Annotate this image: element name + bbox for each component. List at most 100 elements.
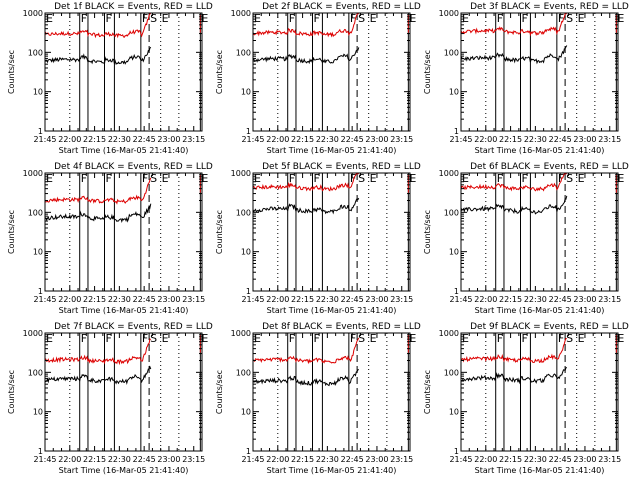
- y-axis-label: Counts/sec: [7, 370, 16, 414]
- interval-marker-label: F: [350, 172, 356, 185]
- interval-marker-label: F: [521, 12, 527, 25]
- x-tick-label: 22:00: [58, 455, 81, 464]
- interval-marker-label: F: [313, 12, 319, 25]
- interval-marker-label: F: [105, 12, 111, 25]
- interval-marker-label: E: [617, 172, 624, 185]
- interval-marker-label: F: [142, 332, 148, 345]
- series-lld-line: [44, 13, 151, 39]
- x-tick-label: 21:45: [241, 455, 264, 464]
- y-axis-label: Counts/sec: [423, 370, 432, 414]
- x-tick-label: 22:30: [316, 295, 339, 304]
- y-tick-label: 10: [241, 88, 251, 97]
- interval-marker-label: F: [497, 332, 503, 345]
- x-tick-label: 23:00: [157, 295, 180, 304]
- x-tick-label: 22:30: [524, 295, 547, 304]
- x-tick-label: 22:15: [499, 295, 522, 304]
- plot-frame: [460, 172, 619, 292]
- x-tick-label: 22:00: [58, 295, 81, 304]
- x-tick-label: 21:45: [33, 295, 56, 304]
- y-tick-label: 100: [28, 368, 43, 377]
- y-tick-label: 10: [33, 408, 43, 417]
- x-tick-label: 22:15: [291, 455, 314, 464]
- y-tick-label: 1: [38, 287, 43, 296]
- interval-marker-label: E: [201, 172, 208, 185]
- interval-marker-label: F: [289, 172, 295, 185]
- series-events-line: [460, 45, 568, 65]
- y-tick-label: 1: [38, 127, 43, 136]
- y-tick-label: 1000: [231, 9, 251, 18]
- y-tick-label: 1000: [231, 169, 251, 178]
- plot-frame: [252, 172, 411, 292]
- x-tick-label: 21:45: [33, 135, 56, 144]
- chart-title: Det 2f BLACK = Events, RED = LLD: [262, 2, 421, 12]
- interval-marker-label: F: [558, 332, 564, 345]
- interval-marker-label: E: [409, 12, 416, 25]
- interval-marker-label: F: [521, 332, 527, 345]
- series-events-line: [252, 47, 360, 65]
- plot-frame: [460, 12, 619, 132]
- y-tick-label: 10: [33, 248, 43, 257]
- interval-marker-label: F: [142, 12, 148, 25]
- interval-marker-label: S: [566, 332, 573, 345]
- series-events-line: [45, 365, 152, 386]
- y-tick-label: 100: [28, 48, 43, 57]
- y-tick-label: 1000: [23, 169, 43, 178]
- chart-title: Det 3f BLACK = Events, RED = LLD: [470, 2, 629, 12]
- x-tick-label: 22:15: [499, 455, 522, 464]
- x-tick-label: 22:15: [291, 295, 314, 304]
- series-events-line: [460, 195, 568, 215]
- series-lld-line: [460, 13, 567, 37]
- x-tick-label: 23:15: [598, 455, 621, 464]
- chart-title: Det 5f BLACK = Events, RED = LLD: [262, 162, 421, 172]
- series-lld-line: [252, 337, 360, 365]
- interval-marker-label: F: [350, 332, 356, 345]
- y-tick-label: 1: [246, 447, 251, 456]
- x-tick-label: 23:15: [598, 295, 621, 304]
- x-tick-label: 22:30: [316, 135, 339, 144]
- x-tick-label: 22:30: [524, 455, 547, 464]
- interval-marker-label: S: [150, 172, 157, 185]
- x-tick-label: 22:30: [108, 295, 131, 304]
- y-tick-label: 10: [241, 248, 251, 257]
- interval-marker-label: F: [81, 172, 87, 185]
- interval-marker-label: F: [350, 12, 356, 25]
- x-axis-label: Start Time (16-Mar-05 21:41:40): [59, 466, 189, 475]
- interval-marker-label: F: [105, 332, 111, 345]
- x-tick-label: 22:30: [316, 455, 339, 464]
- y-axis-label: Counts/sec: [215, 50, 224, 94]
- x-axis-label: Start Time (16-Mar-05 21:41:40): [475, 146, 605, 155]
- y-axis-label: Counts/sec: [423, 210, 432, 254]
- interval-marker-label: E: [162, 332, 169, 345]
- series-lld-line: [460, 173, 567, 192]
- y-tick-label: 1000: [23, 329, 43, 338]
- plot-frame: [252, 12, 411, 132]
- x-tick-label: 23:15: [182, 455, 205, 464]
- series-events-line: [44, 203, 152, 223]
- y-tick-label: 100: [236, 48, 251, 57]
- x-tick-label: 22:00: [266, 135, 289, 144]
- chart-title: Det 9f BLACK = Events, RED = LLD: [470, 322, 629, 332]
- x-tick-label: 22:00: [474, 455, 497, 464]
- x-tick-label: 22:45: [549, 455, 572, 464]
- interval-marker-label: E: [370, 332, 377, 345]
- y-tick-label: 10: [449, 88, 459, 97]
- y-tick-label: 1: [246, 127, 251, 136]
- series-events-line: [45, 46, 152, 66]
- interval-marker-label: S: [358, 12, 365, 25]
- interval-marker-label: E: [462, 172, 469, 185]
- x-tick-label: 23:00: [365, 455, 388, 464]
- series-lld-line: [44, 177, 152, 205]
- y-tick-label: 100: [28, 208, 43, 217]
- y-axis-label: Counts/sec: [215, 210, 224, 254]
- interval-marker-label: E: [617, 332, 624, 345]
- x-tick-label: 23:00: [157, 455, 180, 464]
- x-tick-label: 22:45: [133, 455, 156, 464]
- x-tick-label: 23:15: [390, 295, 413, 304]
- interval-marker-label: E: [409, 332, 416, 345]
- x-tick-label: 22:45: [549, 295, 572, 304]
